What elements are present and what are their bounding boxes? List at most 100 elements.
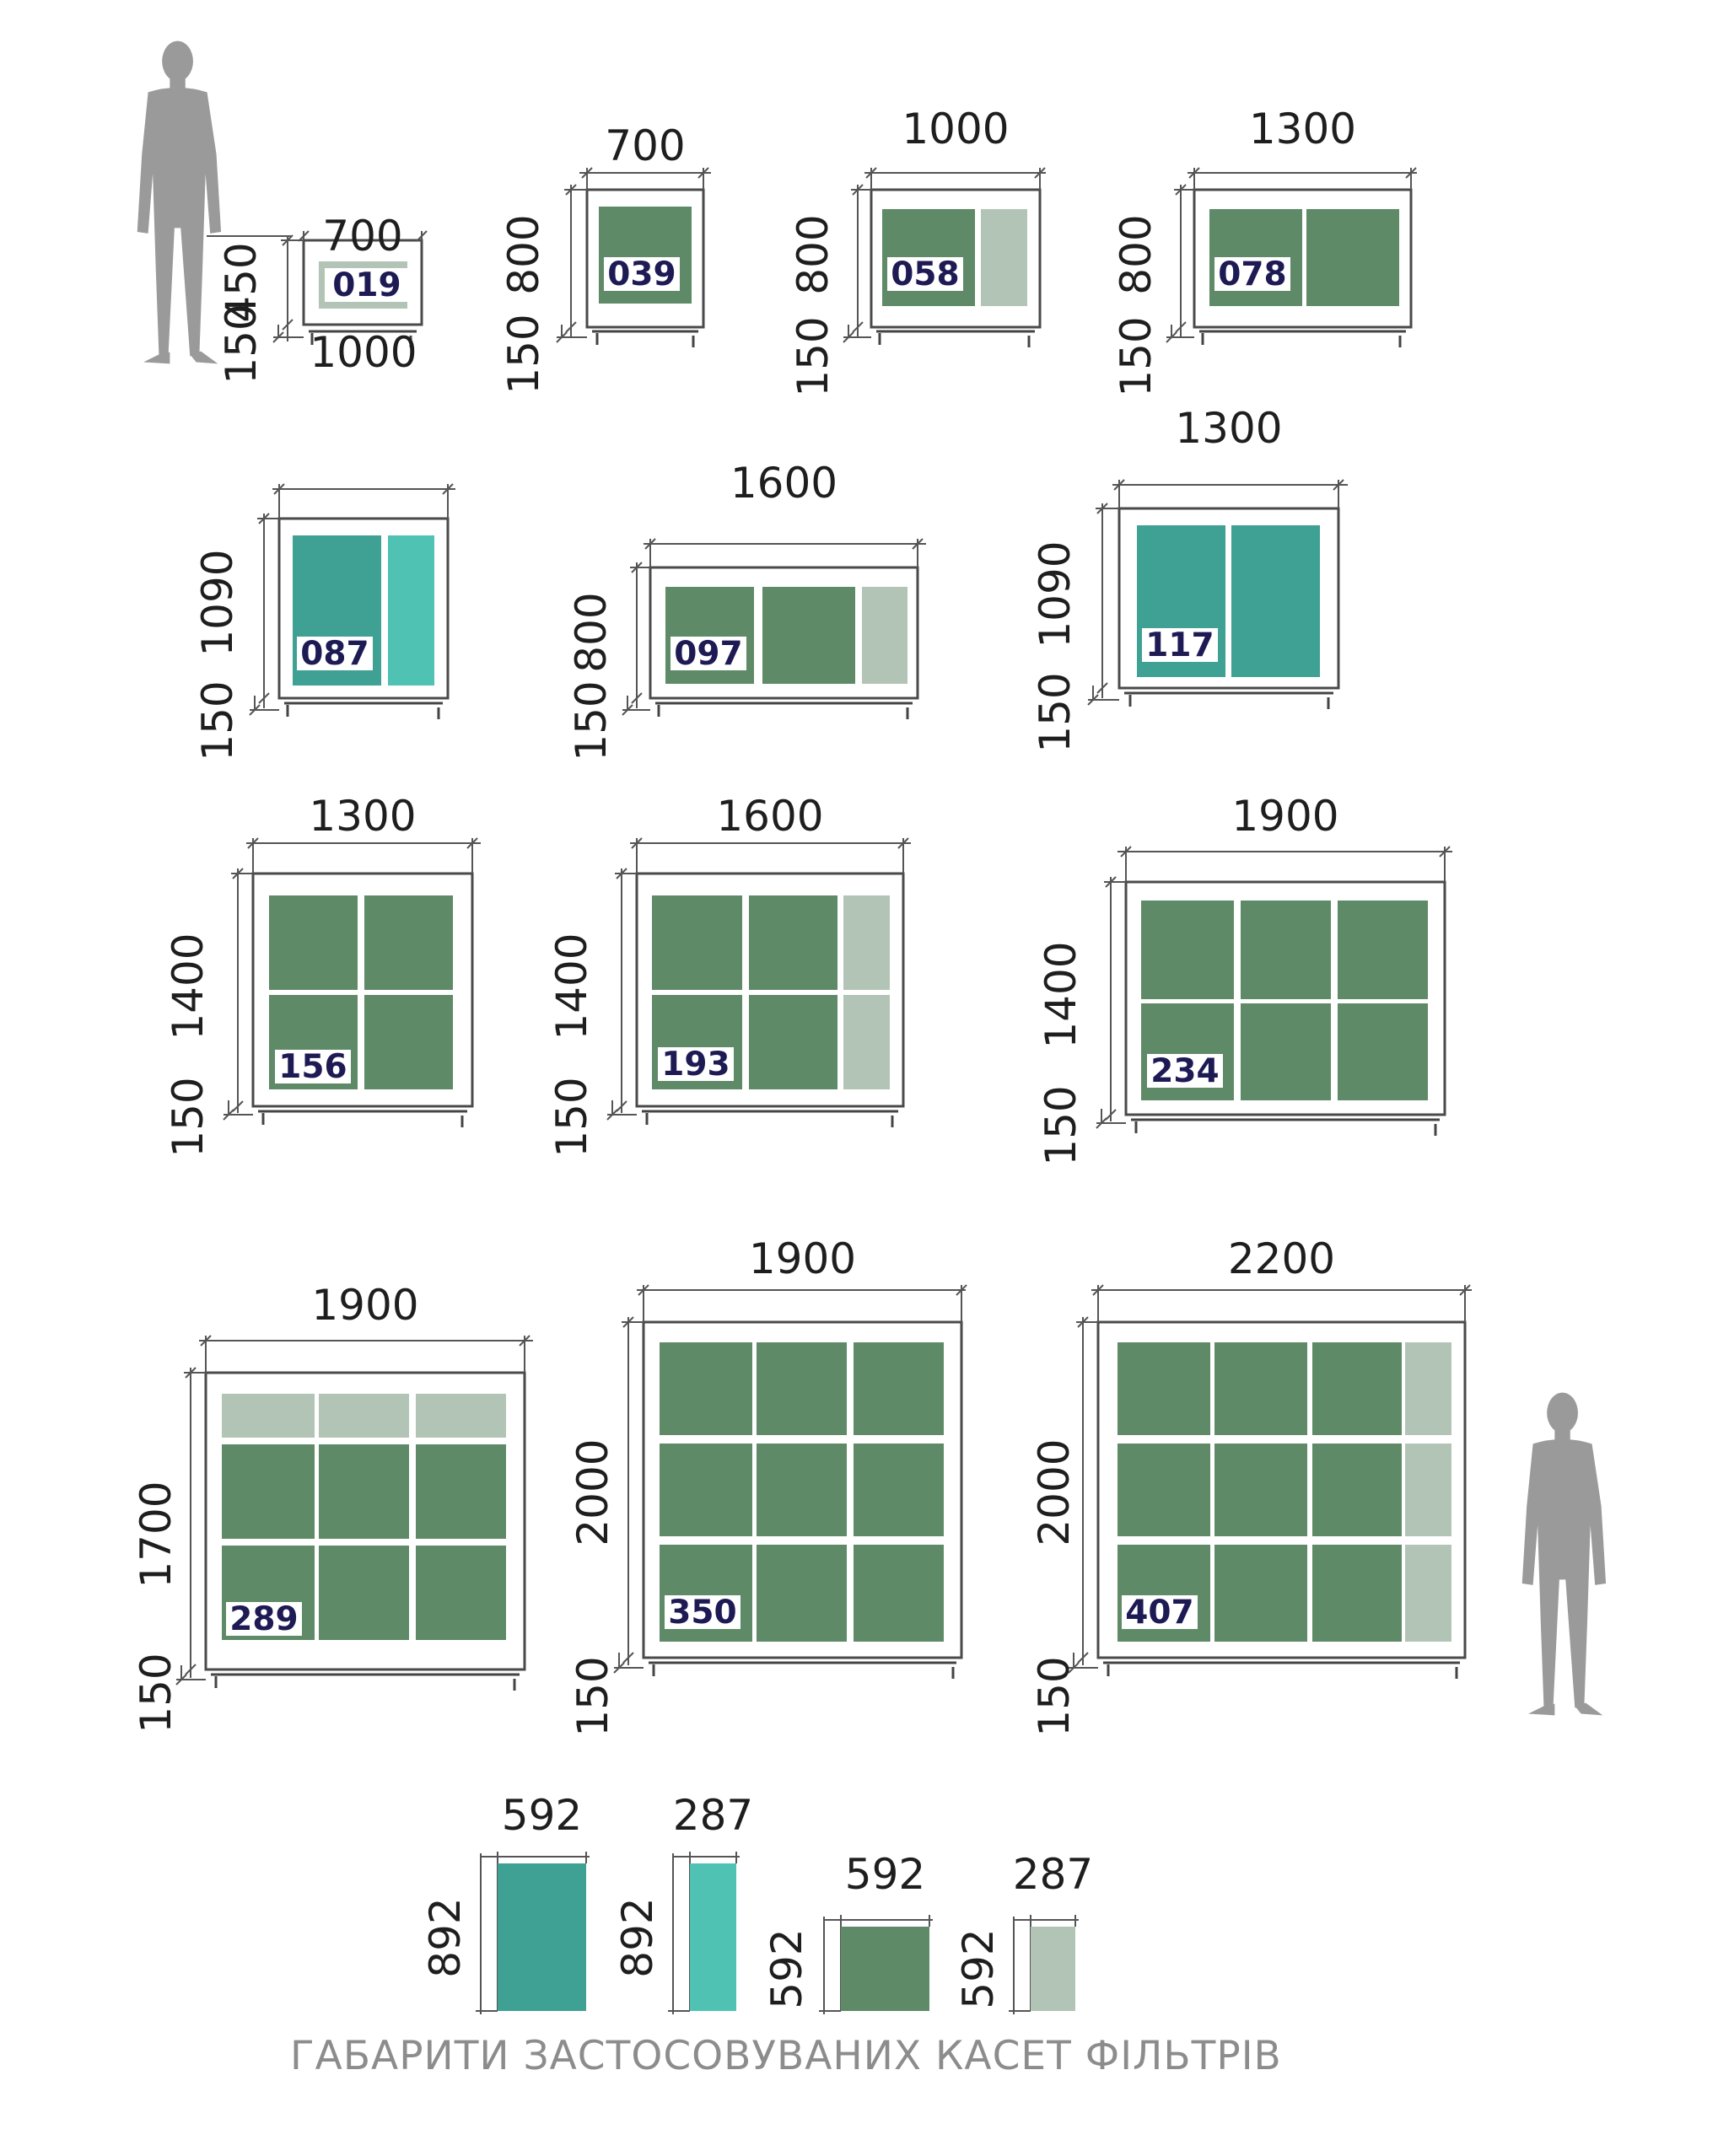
base-height-dimension: 150 <box>568 1656 617 1736</box>
filter-unit-289: 289 1900 1700 150 <box>132 1281 533 1734</box>
dimension-tick <box>249 704 261 716</box>
filter-unit-234: 234 1900 1400 150 <box>1037 792 1452 1166</box>
dimension-tick <box>223 1109 234 1121</box>
dimension-tick <box>1459 1284 1471 1296</box>
cassette-swatch <box>498 1863 586 2011</box>
dimension-tick <box>622 1652 634 1664</box>
filter-cassette-cell <box>1118 1342 1210 1435</box>
unit-code-label-bg <box>1214 257 1290 291</box>
filter-cassette-cell <box>222 1444 315 1539</box>
width-dimension: 1300 <box>1175 404 1282 453</box>
dimension-tick <box>843 331 854 343</box>
unit-code: 407 <box>1125 1594 1193 1632</box>
filter-cassette-cell <box>1231 525 1320 677</box>
dimension-tick <box>175 1674 187 1686</box>
unit-code: 156 <box>278 1048 347 1086</box>
dimension-tick <box>565 184 577 196</box>
base-height-dimension: 150 <box>499 314 548 394</box>
dimension-tick <box>1068 1662 1080 1674</box>
height-dimension: 800 <box>499 214 548 294</box>
dimension-tick <box>1034 167 1046 179</box>
width-dimension: 1600 <box>716 792 823 841</box>
filter-cassette-cell <box>1405 1545 1451 1642</box>
height-dimension: 1700 <box>132 1481 180 1588</box>
dimension-tick <box>631 837 643 849</box>
dimension-tick <box>258 692 270 704</box>
unit-code-label-bg <box>325 268 409 302</box>
height-dimension: 1090 <box>193 549 242 656</box>
cassette-width: 287 <box>673 1791 753 1840</box>
filter-cassette-cell <box>1214 1444 1307 1536</box>
cassette-width: 592 <box>502 1791 582 1840</box>
width-dimension: 700 <box>605 121 685 170</box>
dimension-tick <box>616 868 627 879</box>
dimension-tick <box>638 1284 649 1296</box>
cassette-height: 592 <box>762 1928 811 2008</box>
width-dimension: 700 <box>322 212 402 261</box>
dimension-tick <box>631 692 643 704</box>
unit-code-label-bg <box>226 1602 302 1636</box>
height-dimension: 800 <box>789 214 837 294</box>
filter-cassette-cell <box>749 995 837 1089</box>
unit-code-label-bg <box>1122 1595 1198 1629</box>
filter-cassette-cell <box>757 1342 847 1435</box>
filter-cassette-cell <box>1306 209 1399 306</box>
dimension-tick <box>1105 876 1117 888</box>
filter-cassette-cell <box>1405 1444 1451 1536</box>
base-height-dimension: 150 <box>1112 316 1161 396</box>
filter-cassette-cell <box>854 1444 944 1536</box>
filter-cassette-cell <box>416 1444 506 1539</box>
filter-cassette-cell <box>757 1444 847 1536</box>
filter-cassette-cell <box>364 995 453 1089</box>
filter-cassette-cell <box>1312 1545 1402 1642</box>
cassette-287x892: 287 892 <box>613 1791 753 2014</box>
cassette-height: 892 <box>613 1897 662 1977</box>
cassette-swatch <box>1031 1927 1075 2011</box>
unit-code-label-bg <box>1142 628 1218 662</box>
width-dimension: 2200 <box>1228 1234 1335 1283</box>
filter-cassette-cell <box>843 895 890 990</box>
filter-cassette-cell <box>416 1546 506 1640</box>
dimension-tick <box>852 184 864 196</box>
dimension-tick <box>1092 1284 1104 1296</box>
base-height-dimension: 150 <box>547 1077 596 1157</box>
unit-code: 039 <box>607 255 676 293</box>
filter-cassette-cell <box>388 535 434 686</box>
cassette-height: 592 <box>954 1928 1003 2008</box>
unit-code-label-bg <box>297 637 373 670</box>
dimension-tick <box>272 331 284 343</box>
height-dimension: 800 <box>1112 214 1161 294</box>
dimension-tick <box>282 234 294 246</box>
base-height-dimension: 150 <box>789 316 837 396</box>
cassette-height: 892 <box>421 1897 470 1977</box>
filter-unit-078: 078 1300 800 150 <box>1112 105 1417 397</box>
filter-cassette-cell <box>843 995 890 1089</box>
height-dimension: 1400 <box>164 933 213 1040</box>
unit-code-label-bg <box>275 1050 351 1083</box>
dimension-tick <box>232 868 244 879</box>
filter-unit-156: 156 1300 1400 150 <box>164 792 481 1158</box>
dimension-tick <box>1096 682 1108 694</box>
dimension-tick <box>1166 331 1177 343</box>
filter-cassette-cell <box>757 1545 847 1642</box>
width-dimension: 1300 <box>1249 105 1356 153</box>
filter-units: 0197004501500397008001500581000800150078… <box>132 105 1472 1737</box>
person-silhouette-icon <box>137 40 222 364</box>
filter-cassette-cell <box>981 209 1027 306</box>
dimension-tick <box>622 1316 634 1328</box>
person-silhouette-icon <box>1521 1392 1607 1716</box>
unit-code: 289 <box>229 1600 298 1638</box>
unit-code-label-bg <box>658 1047 734 1081</box>
filter-cassette-cell <box>222 1394 315 1438</box>
filter-cassette-cell <box>660 1444 752 1536</box>
width-dimension: 1900 <box>311 1281 418 1330</box>
filter-cassette-cell <box>854 1545 944 1642</box>
cassette-592x592: 592 592 <box>762 1850 933 2014</box>
dimension-tick <box>622 704 633 716</box>
cassette-swatch <box>690 1863 736 2011</box>
filter-cassette-cell <box>1405 1342 1451 1435</box>
dimension-tick <box>1113 479 1125 491</box>
base-height-dimension: 150 <box>567 680 616 761</box>
